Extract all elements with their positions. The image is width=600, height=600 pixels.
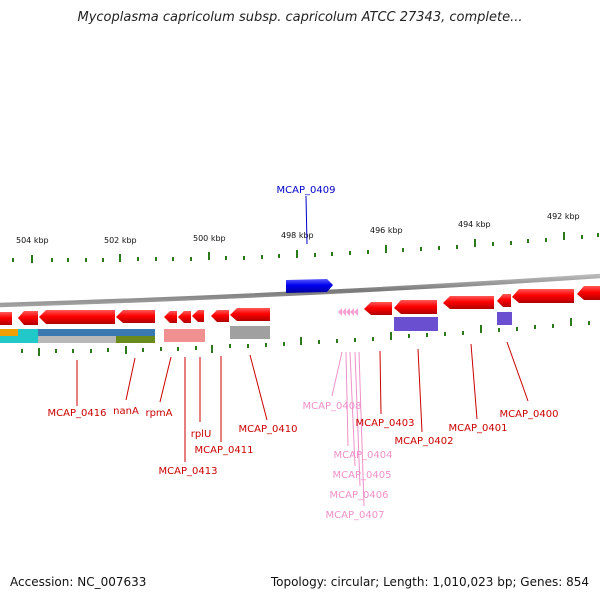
gene-arrow[interactable] (0, 312, 12, 325)
map-title: Mycoplasma capricolum subsp. capricolum … (77, 10, 523, 25)
gene-arrow[interactable] (443, 296, 494, 309)
gene-arrow[interactable] (364, 302, 392, 315)
kbp-label: 504 kbp (16, 236, 49, 245)
kbp-label: 502 kbp (104, 236, 137, 245)
genome-summary: Topology: circular; Length: 1,010,023 bp… (270, 575, 589, 589)
kbp-labels: 504 kbp 502 kbp 500 kbp 498 kbp 496 kbp … (16, 212, 580, 245)
gene-label-MCAP_0408: MCAP_0408 (303, 401, 362, 412)
accession-label: Accession: NC_007633 (10, 575, 147, 589)
gene-label-MCAP_0416: MCAP_0416 (48, 408, 107, 419)
gene-arrow[interactable] (211, 310, 229, 322)
genome-backbone (0, 273, 600, 308)
small-gene-cluster[interactable] (338, 308, 358, 316)
gene-arrow[interactable] (230, 308, 270, 321)
label-connectors (76, 195, 529, 507)
gene-arrow[interactable] (116, 310, 155, 323)
gene-label-rplU: rplU (191, 429, 212, 440)
feature-blocks (0, 312, 512, 343)
gene-label-MCAP_0411: MCAP_0411 (195, 445, 254, 456)
kbp-label: 500 kbp (193, 234, 226, 243)
reverse-genes (0, 286, 600, 325)
gene-arrow[interactable] (497, 294, 511, 307)
gene-label-MCAP_0409: MCAP_0409 (277, 185, 336, 196)
gene-label-MCAP_0407: MCAP_0407 (326, 510, 385, 521)
kbp-label: 498 kbp (281, 231, 314, 240)
gene-label-MCAP_0402: MCAP_0402 (395, 436, 454, 447)
forward-gene-MCAP_0409[interactable] (286, 279, 333, 293)
gene-arrow[interactable] (164, 311, 177, 323)
gene-label-MCAP_0405: MCAP_0405 (333, 470, 392, 481)
gene-arrow[interactable] (192, 310, 204, 322)
gene-label-MCAP_0404: MCAP_0404 (334, 450, 393, 461)
gene-arrow[interactable] (39, 310, 115, 324)
kbp-label: 492 kbp (547, 212, 580, 221)
gene-labels: MCAP_0409 MCAP_0416 nanA rpmA rplU MCAP_… (48, 185, 559, 521)
gene-label-MCAP_0406: MCAP_0406 (330, 490, 389, 501)
gene-arrow[interactable] (512, 289, 574, 303)
inner-ticks (21, 318, 590, 356)
gene-label-MCAP_0403: MCAP_0403 (356, 418, 415, 429)
gene-label-rpmA: rpmA (145, 408, 172, 419)
outer-ticks (12, 232, 599, 263)
kbp-label: 494 kbp (458, 220, 491, 229)
gene-arrow[interactable] (394, 300, 437, 314)
kbp-label: 496 kbp (370, 226, 403, 235)
gene-label-MCAP_0400: MCAP_0400 (500, 409, 559, 420)
gene-arrow[interactable] (577, 286, 600, 300)
gene-arrow[interactable] (18, 311, 38, 325)
gene-label-MCAP_0413: MCAP_0413 (159, 466, 218, 477)
gene-label-MCAP_0410: MCAP_0410 (239, 424, 298, 435)
gene-label-nanA: nanA (113, 406, 139, 417)
gene-label-MCAP_0401: MCAP_0401 (449, 423, 508, 434)
gene-arrow[interactable] (178, 311, 191, 323)
